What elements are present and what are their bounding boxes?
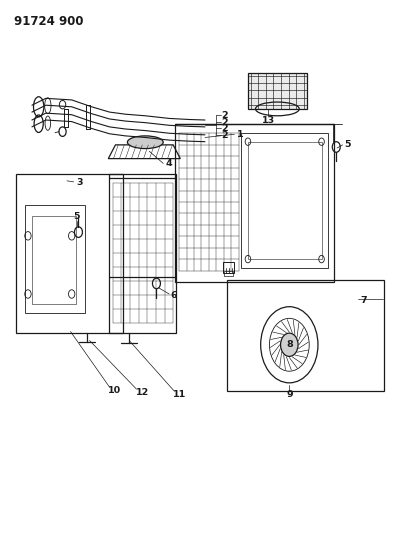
Bar — [16, 174, 123, 333]
Bar — [247, 142, 321, 259]
Text: 9: 9 — [285, 390, 292, 399]
Bar — [247, 73, 306, 109]
Circle shape — [280, 333, 297, 357]
Text: 2: 2 — [221, 124, 228, 133]
Text: 5: 5 — [343, 140, 350, 149]
Bar — [25, 205, 85, 313]
Text: 10: 10 — [108, 386, 121, 395]
Bar — [222, 262, 233, 273]
Text: 6: 6 — [170, 290, 177, 300]
Text: 13: 13 — [261, 116, 274, 125]
Text: 8: 8 — [285, 340, 292, 349]
Text: 91724 900: 91724 900 — [14, 15, 83, 28]
Text: 2: 2 — [221, 118, 228, 127]
Bar — [175, 124, 334, 282]
Text: 4: 4 — [165, 159, 171, 168]
Ellipse shape — [127, 136, 163, 149]
Bar — [226, 280, 383, 391]
Text: 2: 2 — [221, 131, 228, 140]
Bar — [223, 271, 232, 276]
Bar — [108, 174, 176, 333]
Text: 3: 3 — [76, 178, 82, 187]
Bar — [240, 133, 328, 268]
Text: 11: 11 — [172, 390, 186, 399]
Text: 12: 12 — [135, 389, 148, 398]
Text: 5: 5 — [73, 212, 80, 221]
Text: 1: 1 — [236, 130, 243, 139]
Text: 2: 2 — [221, 111, 228, 120]
Text: 7: 7 — [359, 296, 366, 305]
Bar — [32, 216, 75, 303]
